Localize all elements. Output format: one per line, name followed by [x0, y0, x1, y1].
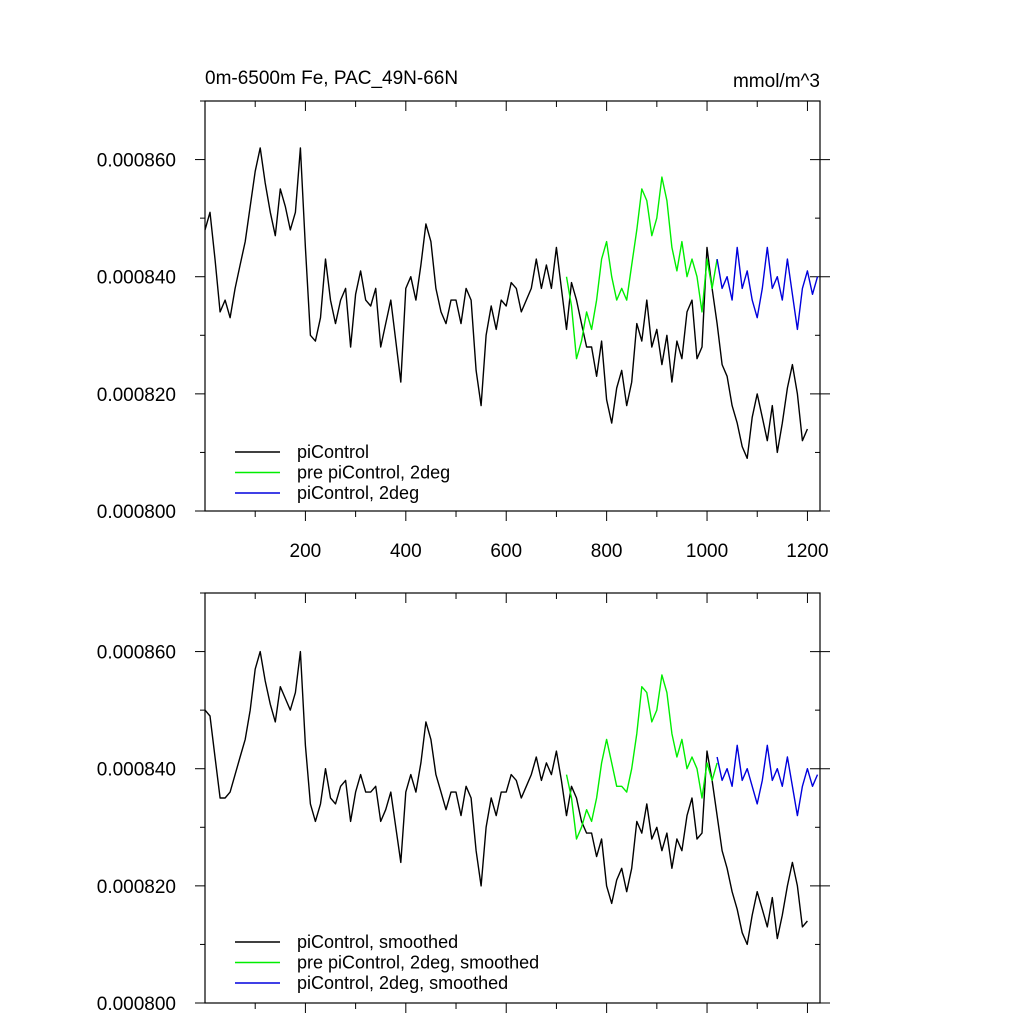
plot-frame [204, 592, 821, 1004]
y-tick-label: 0.000800 [97, 502, 176, 523]
legend-label: pre piControl, 2deg, smoothed [297, 953, 539, 973]
x-tick-label: 600 [490, 541, 522, 562]
chart-title: 0m-6500m Fe, PAC_49N-66N [205, 68, 458, 89]
y-tick-label: 0.000820 [97, 385, 176, 406]
x-tick-label: 1200 [786, 541, 828, 562]
series-line [204, 650, 808, 946]
series-line [716, 744, 819, 817]
x-tick-label: 400 [390, 541, 422, 562]
x-tick-label: 200 [290, 541, 322, 562]
x-tick-label: 1000 [686, 541, 728, 562]
plot-frame [204, 100, 821, 512]
legend-label: piControl [297, 442, 369, 462]
series-line [565, 674, 718, 840]
legend-label: piControl, 2deg, smoothed [297, 973, 508, 993]
y-tick-label: 0.000860 [97, 643, 176, 664]
x-tick-label: 800 [591, 541, 623, 562]
y-tick-label: 0.000860 [97, 151, 176, 172]
series-line [716, 246, 819, 331]
series-line [565, 176, 718, 360]
y-tick-label: 0.000840 [97, 268, 176, 289]
series-line [204, 147, 809, 459]
y-tick-label: 0.000840 [97, 760, 176, 781]
top-panel: 200 400 600 800 1000 1200 0.000800 0.000820 0.00… [97, 100, 830, 562]
y-tick-label: 0.000820 [97, 877, 176, 898]
y-tick-label: 0.000800 [97, 994, 176, 1015]
legend-label: piControl, 2deg [297, 483, 419, 503]
units-label: mmol/m^3 [733, 71, 820, 92]
legend-label: piControl, smoothed [297, 932, 458, 952]
bottom-panel: 0.000800 0.000820 0.000840 0.000860 piContro… [97, 592, 830, 1015]
legend-label: pre piControl, 2deg [297, 463, 450, 483]
